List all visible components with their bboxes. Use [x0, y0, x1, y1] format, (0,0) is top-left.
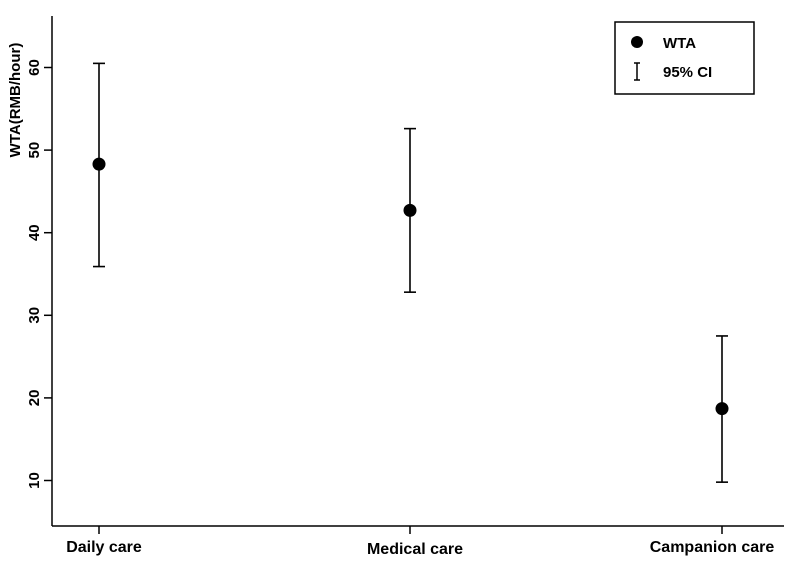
legend-box [614, 21, 755, 95]
y-tick-label: 50 [26, 142, 43, 159]
legend-marker-wta [631, 36, 643, 48]
legend-label-wta: WTA [663, 35, 696, 52]
y-axis-label: WTA(RMB/hour) [7, 43, 24, 158]
x-axis-ticks: Daily care Medical care Campanion care [66, 526, 774, 558]
y-tick-label: 10 [26, 472, 43, 489]
y-tick-label: 40 [26, 224, 43, 241]
x-tick-label: Daily care [66, 539, 142, 556]
data-point [403, 203, 417, 217]
x-tick-label: Campanion care [650, 539, 775, 556]
y-tick-label: 60 [26, 59, 43, 76]
legend-label-ci: 95% CI [663, 64, 712, 81]
data-marks [92, 62, 729, 483]
data-point [715, 402, 729, 416]
y-tick-label: 30 [26, 307, 43, 324]
y-tick-label: 20 [26, 390, 43, 407]
x-tick-label: Medical care [367, 541, 463, 558]
legend-marker-ci [634, 62, 640, 81]
data-point [92, 157, 106, 171]
legend: WTA 95% CI [614, 21, 755, 95]
y-axis-ticks: 10 20 30 40 50 60 [26, 59, 52, 489]
